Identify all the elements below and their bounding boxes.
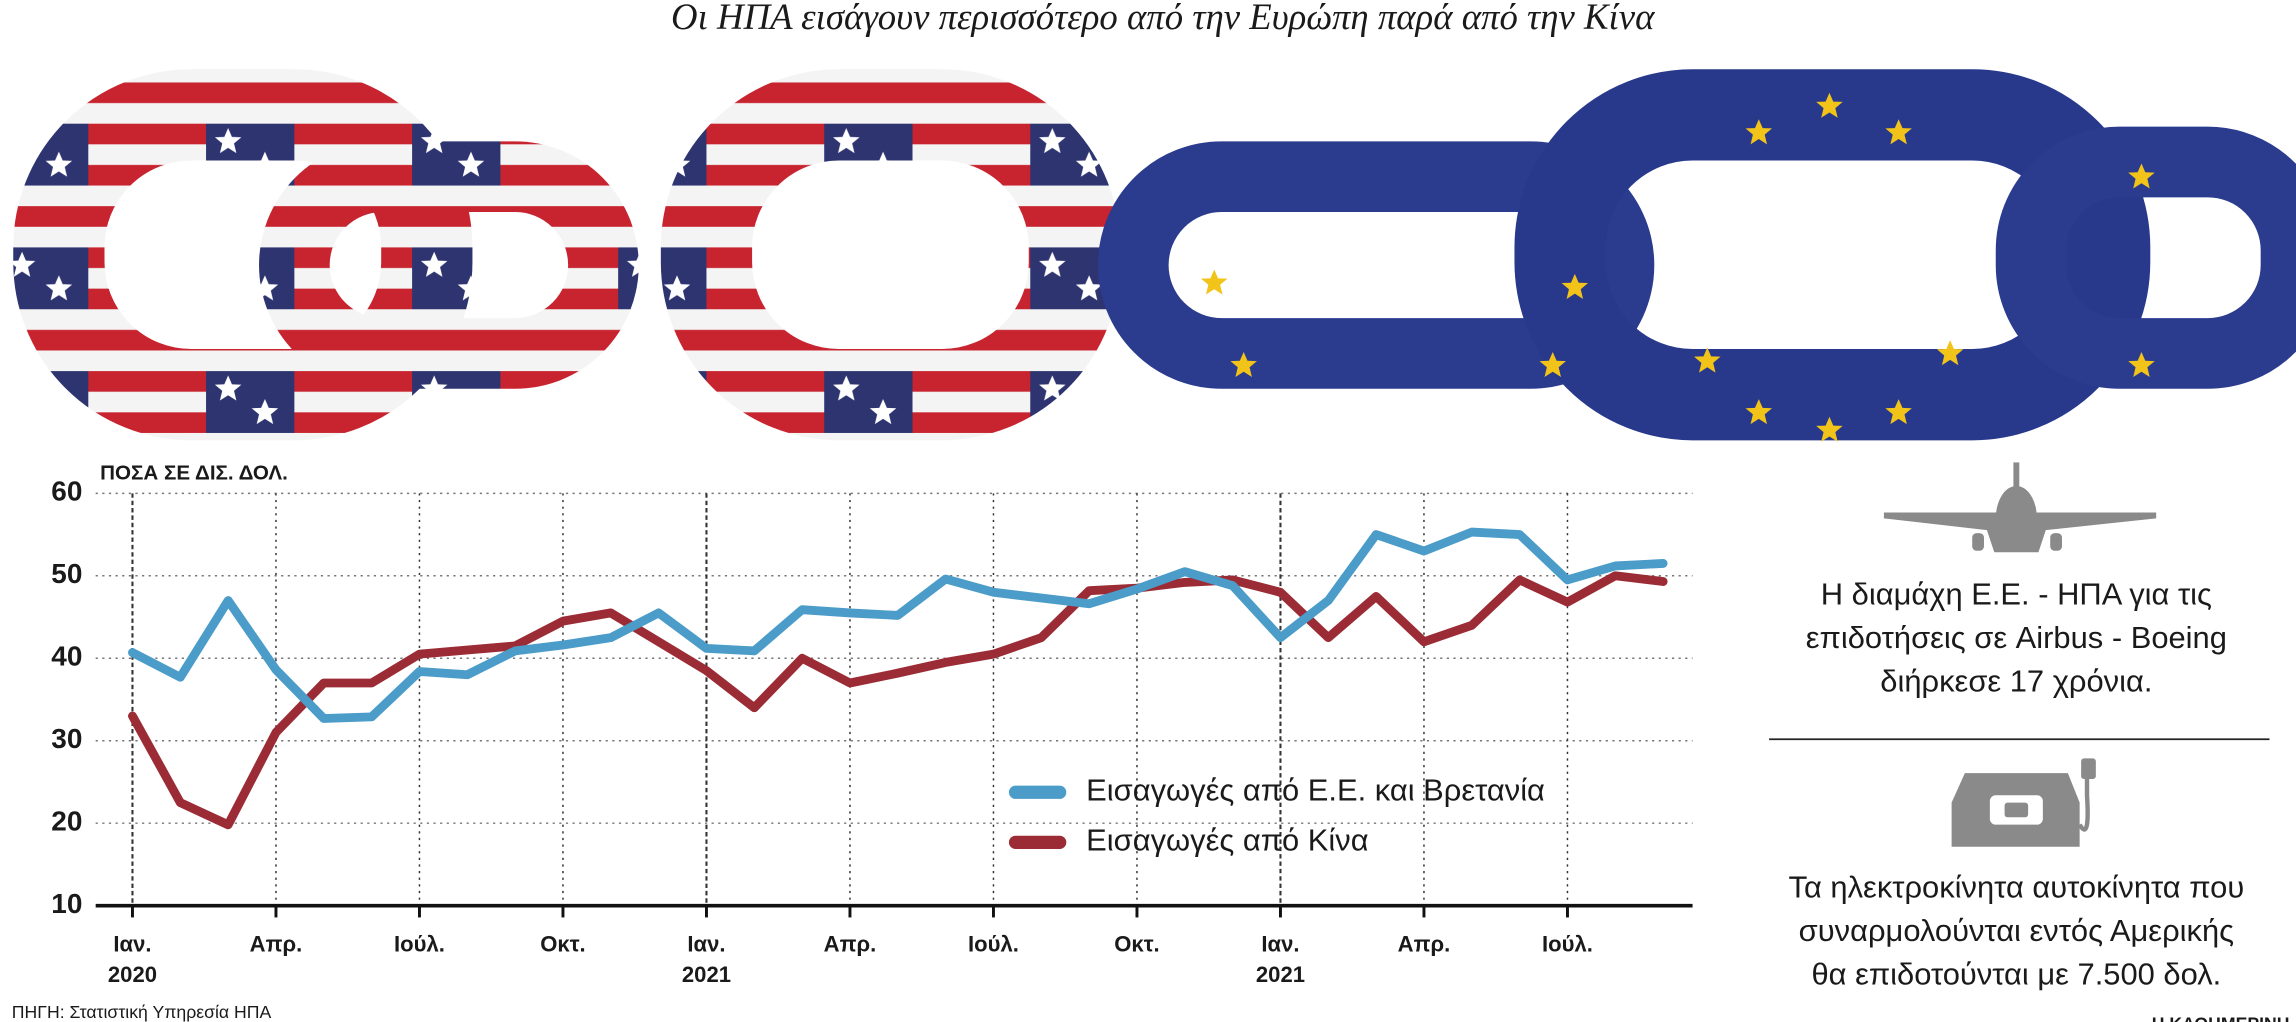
legend-label: Εισαγωγές από Ε.Ε. και Βρετανία: [1086, 772, 1545, 807]
x-tick-label: Απρ.: [824, 931, 877, 956]
side-note: συναρμολούνται εντός Αμερικής: [1799, 913, 2234, 948]
x-tick-label: Ιαν.: [1261, 931, 1299, 956]
y-tick-label: 20: [51, 806, 82, 837]
side-note: επιδοτήσεις σε Airbus - Boeing: [1806, 620, 2227, 655]
y-tick-label: 50: [51, 558, 82, 589]
x-tick-label: Απρ.: [250, 931, 303, 956]
x-year-label: 2021: [682, 962, 731, 987]
x-tick-label: Οκτ.: [540, 931, 585, 956]
banner: [13, 69, 2296, 442]
side-note: θα επιδοτούνται με 7.500 δολ.: [1811, 957, 2221, 992]
x-tick-label: Ιούλ.: [1542, 931, 1593, 956]
x-tick-label: Οκτ.: [1114, 931, 1159, 956]
credit: Η ΚΑΘΗΜΕΡΙΝΗ: [2152, 1014, 2290, 1022]
line-series: [128, 571, 1668, 830]
y-tick-label: 60: [51, 476, 82, 507]
legend-label: Εισαγωγές από Κίνα: [1086, 823, 1368, 858]
y-tick-label: 10: [51, 888, 82, 919]
x-tick-label: Ιαν.: [687, 931, 725, 956]
source: ΠΗΓΗ: Στατιστική Υπηρεσία ΗΠΑ: [12, 1002, 272, 1022]
airplane-icon: [1883, 462, 2157, 553]
side-note: διήρκεσε 17 χρόνια.: [1880, 663, 2152, 698]
side-note: Τα ηλεκτροκίνητα αυτοκίνητα που: [1788, 870, 2244, 905]
x-tick-label: Ιούλ.: [394, 931, 445, 956]
y-axis-label: ΠΟΣΑ ΣΕ ΔΙΣ. ΔΟΛ.: [100, 462, 288, 485]
x-tick-label: Ιαν.: [113, 931, 151, 956]
x-tick-label: Απρ.: [1398, 931, 1451, 956]
title: Οι ΗΠΑ εισάγουν περισσότερο από την Ευρώ…: [671, 0, 1655, 37]
y-tick-label: 40: [51, 641, 82, 672]
x-year-label: 2020: [108, 962, 157, 987]
x-year-label: 2021: [1256, 962, 1305, 987]
y-tick-label: 30: [51, 723, 82, 754]
car-icon: [1951, 758, 2096, 847]
line-series: [128, 527, 1668, 723]
x-tick-label: Ιούλ.: [968, 931, 1019, 956]
side-note: Η διαμάχη Ε.Ε. - ΗΠΑ για τις: [1821, 577, 2212, 612]
